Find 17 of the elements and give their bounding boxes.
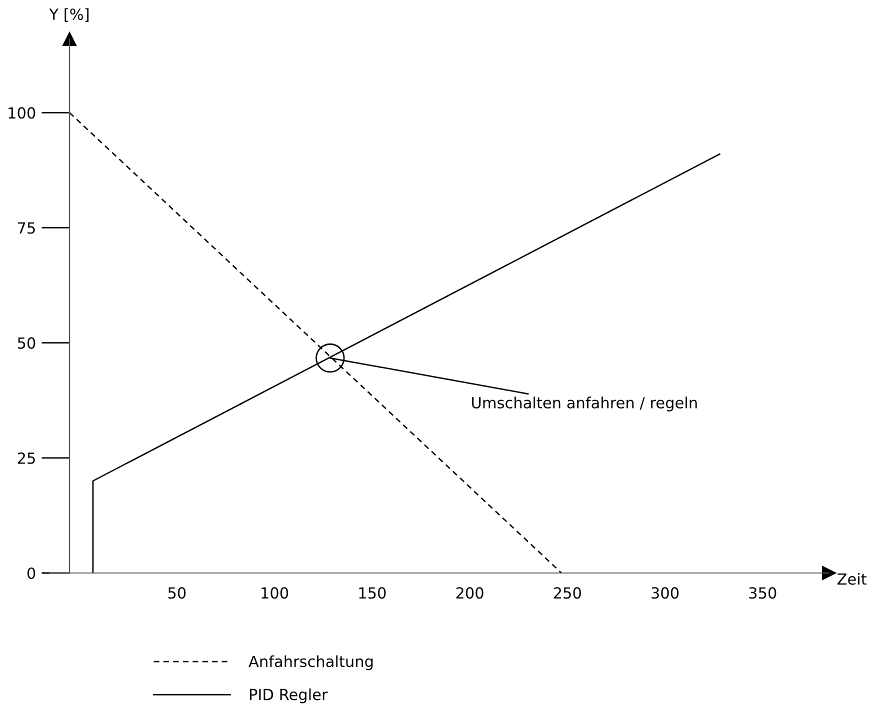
y-tick-label: 0: [27, 567, 36, 580]
y-tick-label: 75: [18, 222, 35, 234]
x-tick-label: 350: [749, 587, 776, 599]
x-tick-label: 200: [456, 587, 484, 599]
x-tick-label: 50: [168, 587, 186, 599]
y-tick-label: 50: [18, 337, 36, 349]
x-tick-label: 250: [554, 587, 581, 599]
y-tick-label: 25: [18, 452, 35, 464]
legend-label: PID Regler: [250, 688, 328, 704]
x-tick-label: 150: [359, 587, 386, 599]
x-tick-label: 100: [262, 587, 288, 599]
annotation: Umschalten anfahren / regeln: [472, 396, 697, 412]
y-tick-label: 100: [8, 107, 36, 119]
x-axis-title: Zeit: [837, 573, 867, 585]
legend-label: Anfahrschaltung: [248, 655, 373, 670]
y-axis-title: Y [%]: [49, 8, 89, 22]
x-tick-label: 300: [652, 587, 679, 599]
